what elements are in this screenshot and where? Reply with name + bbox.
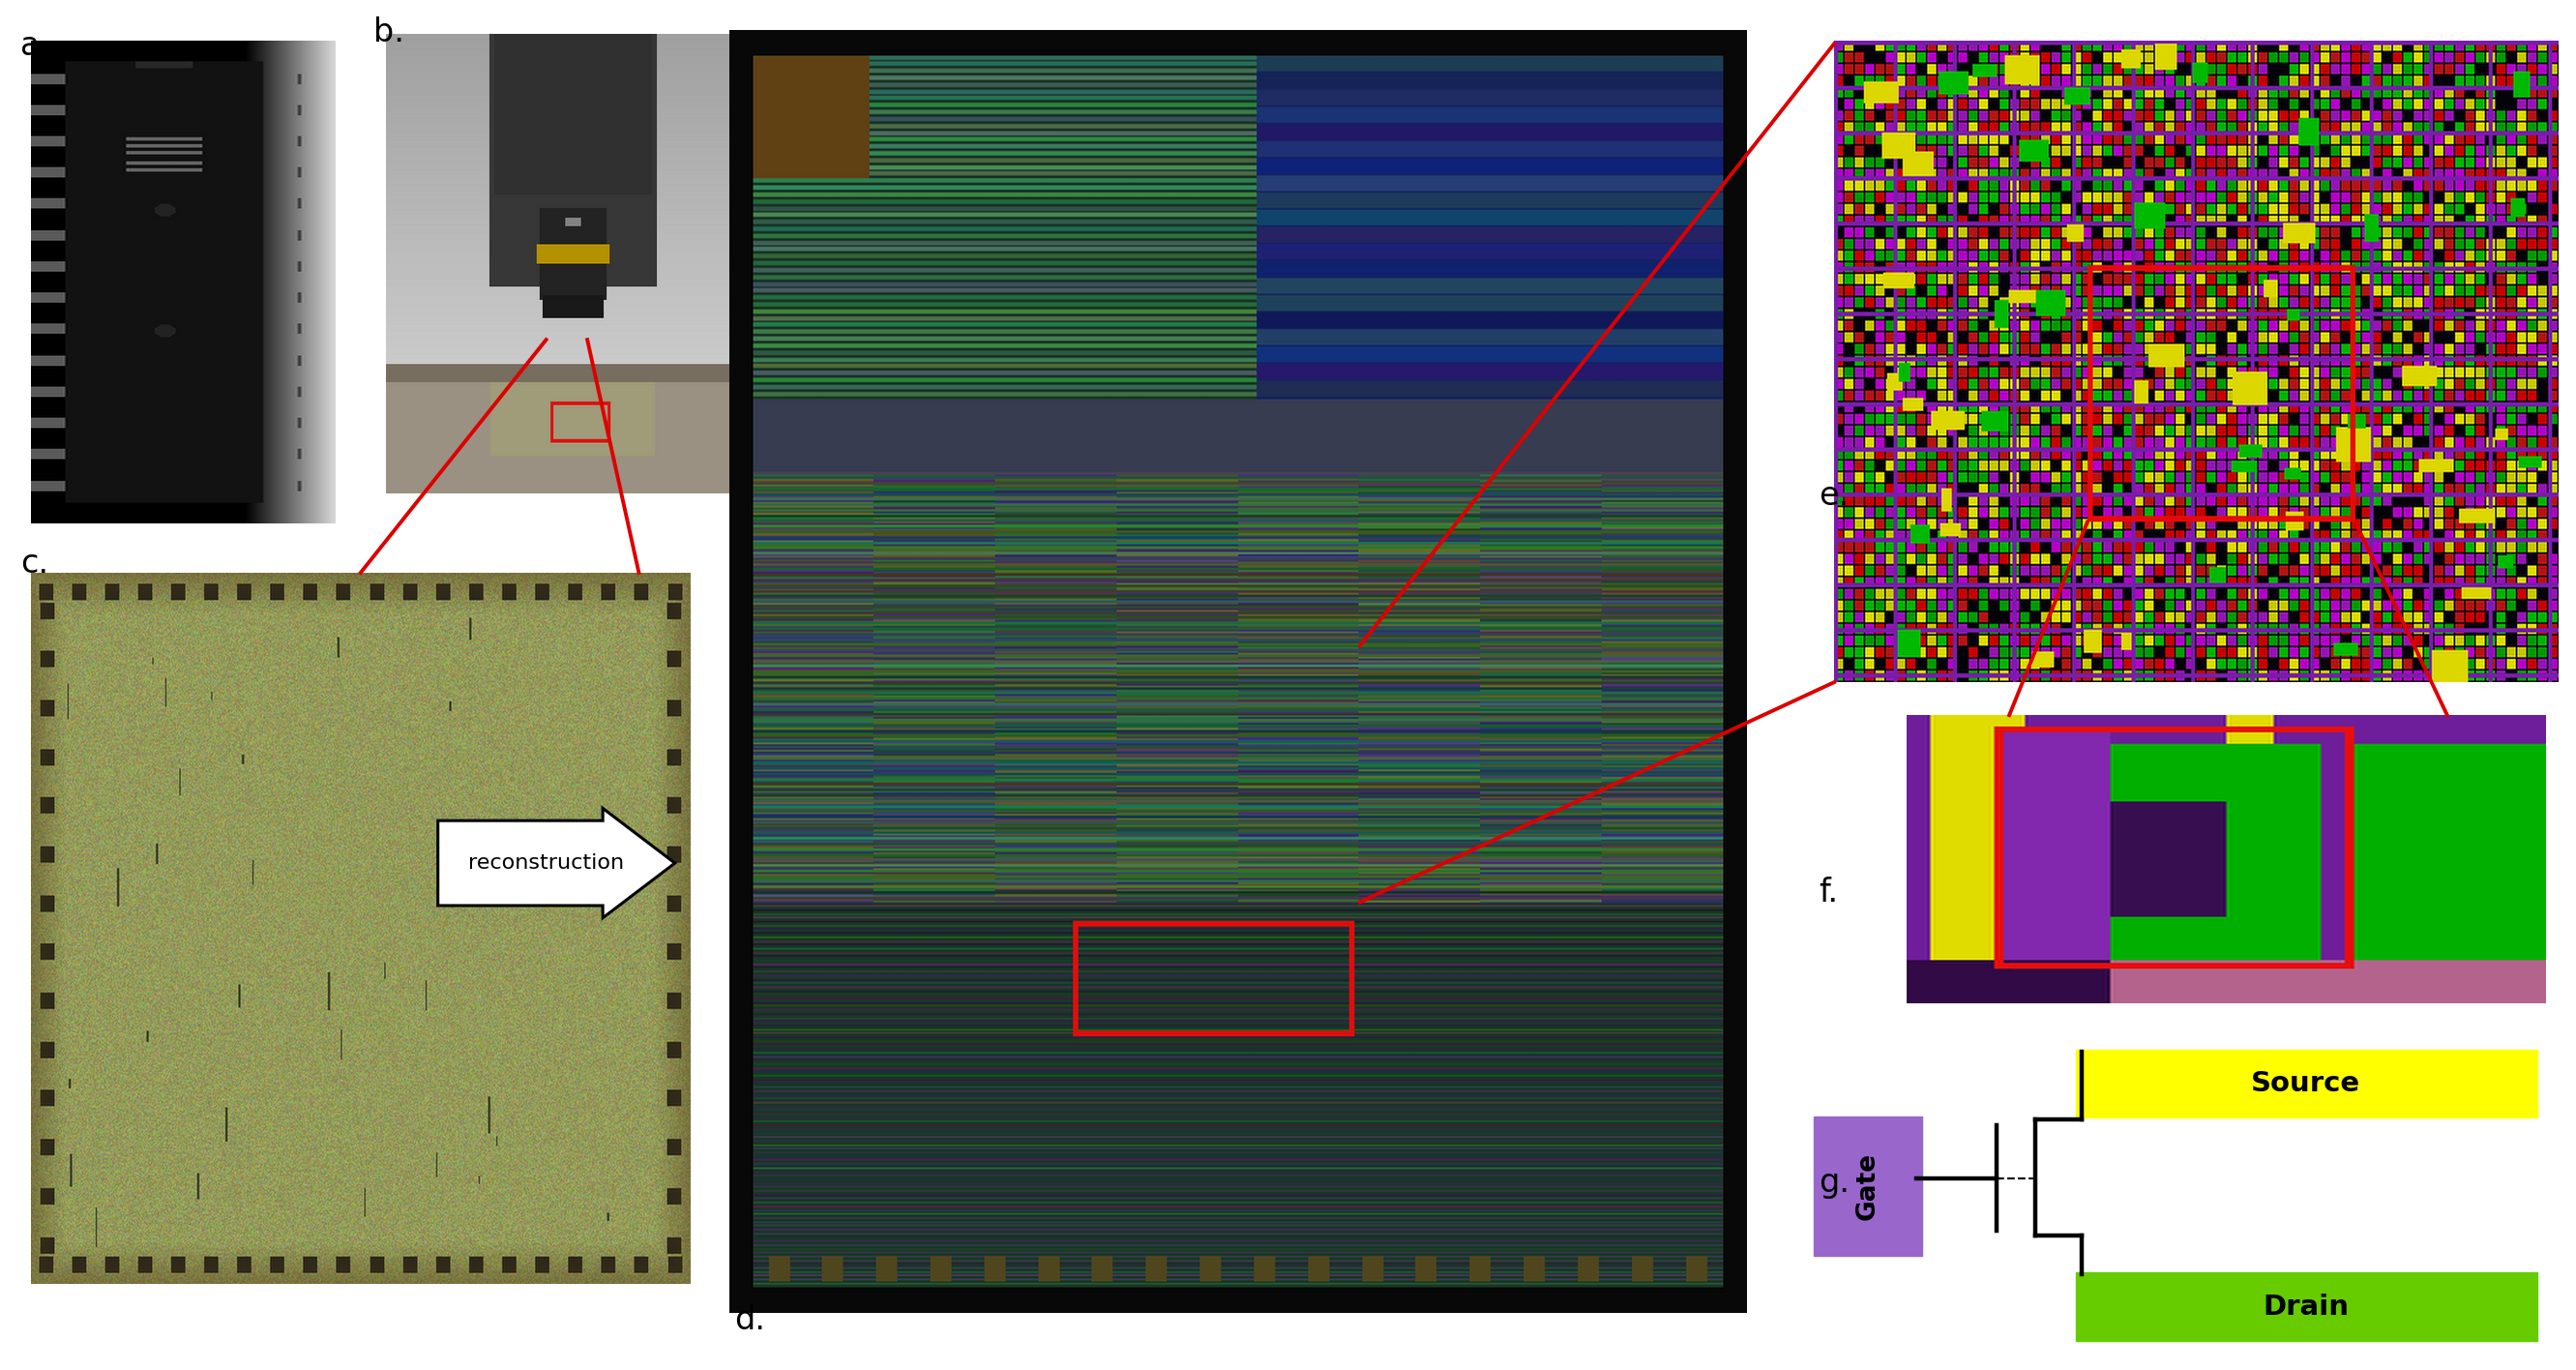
Text: Drain: Drain — [2262, 1293, 2349, 1321]
Text: Gate: Gate — [1855, 1152, 1880, 1221]
Text: Source: Source — [2251, 1070, 2360, 1097]
FancyArrow shape — [438, 808, 675, 918]
Text: c.: c. — [21, 548, 49, 580]
FancyBboxPatch shape — [1814, 1117, 1922, 1256]
Text: f.: f. — [1819, 877, 1839, 908]
Text: reconstruction: reconstruction — [469, 854, 623, 873]
FancyBboxPatch shape — [2076, 1049, 2537, 1118]
Text: g.: g. — [1819, 1167, 1850, 1199]
Text: b.: b. — [374, 16, 404, 48]
Text: d.: d. — [734, 1304, 765, 1336]
Text: e.: e. — [1819, 480, 1850, 511]
FancyBboxPatch shape — [2076, 1273, 2537, 1341]
Text: a.: a. — [21, 30, 52, 62]
